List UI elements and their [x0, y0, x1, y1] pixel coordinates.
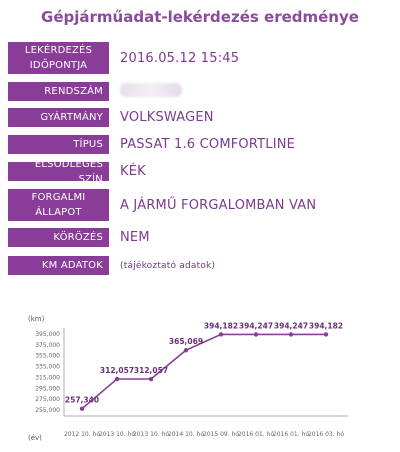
x-axis-label: (év)	[28, 434, 42, 442]
data-point	[323, 332, 329, 337]
x-tick-label: 2016 03. hó	[308, 431, 344, 438]
value-plate-redacted	[120, 82, 182, 101]
page-title: Gépjárműadat-lekérdezés eredménye	[41, 8, 359, 26]
label-query-time: LEKÉRDEZÉS IDŐPONTJA	[8, 42, 109, 74]
label-type: TÍPUS	[8, 135, 109, 154]
y-tick-label: 375,000	[35, 342, 60, 349]
y-tick-label: 395,000	[35, 331, 60, 338]
y-tick-label: 315,000	[35, 374, 60, 381]
label-km-data: KM ADATOK	[8, 256, 109, 275]
data-label: 394,182	[204, 321, 238, 330]
x-tick-label: 2016 01. hó	[273, 431, 309, 438]
x-tick-label: 2014 10. hó	[168, 431, 204, 438]
row-make: GYÁRTMÁNY VOLKSWAGEN	[8, 108, 214, 127]
x-tick-label: 2013 10. hó	[133, 431, 169, 438]
label-plate: RENDSZÁM	[8, 82, 109, 101]
x-tick-label: 2013 10. hó	[99, 431, 135, 438]
x-tick-label: 2016 01. hó	[238, 431, 274, 438]
label-make: GYÁRTMÁNY	[8, 108, 109, 127]
y-tick-label: 255,000	[35, 407, 60, 414]
row-km-data: KM ADATOK (tájékoztató adatok)	[8, 256, 215, 275]
y-tick-label: 335,000	[35, 364, 60, 371]
value-wanted: NEM	[120, 230, 150, 245]
y-tick-label: 295,000	[35, 385, 60, 392]
data-label: 257,340	[65, 396, 99, 405]
y-tick-label: 355,000	[35, 353, 60, 360]
data-point	[79, 406, 85, 411]
km-chart: (km) (év) 395,000 375,000 355,000 335,000 31…	[28, 315, 348, 442]
data-label: 394,247	[239, 321, 273, 330]
value-traffic-status: A JÁRMŰ FORGALOMBAN VAN	[120, 197, 317, 213]
y-axis-label: (km)	[28, 315, 45, 323]
x-tick-label: 2012 10. hó	[64, 431, 100, 438]
value-km-note: (tájékoztató adatok)	[120, 260, 216, 271]
value-type: PASSAT 1.6 COMFORTLINE	[120, 137, 296, 152]
data-point	[148, 376, 154, 382]
value-make: VOLKSWAGEN	[120, 110, 214, 125]
value-color: KÉK	[120, 164, 146, 179]
row-plate: RENDSZÁM	[8, 82, 182, 101]
series-line	[81, 333, 326, 410]
row-traffic-status: FORGALMI ÁLLAPOT A JÁRMŰ FORGALOMBAN VAN	[8, 189, 316, 221]
data-label: 312,057	[100, 366, 134, 375]
x-tick-label: 2015 09. hó	[203, 431, 239, 438]
label-traffic-status: FORGALMI ÁLLAPOT	[8, 189, 109, 221]
row-type: TÍPUS PASSAT 1.6 COMFORTLINE	[8, 135, 295, 154]
data-label: 312,057	[134, 366, 168, 375]
data-point	[253, 332, 259, 337]
row-wanted: KÖRÖZÉS NEM	[8, 228, 150, 247]
label-wanted: KÖRÖZÉS	[8, 228, 109, 247]
value-query-time: 2016.05.12 15:45	[120, 50, 240, 66]
y-tick-label: 275,000	[35, 396, 60, 403]
data-point	[114, 376, 120, 382]
data-point	[218, 332, 224, 337]
label-color: ELSŐDLEGES SZÍN	[8, 159, 109, 185]
data-point	[288, 332, 294, 337]
data-label: 365,069	[169, 337, 203, 346]
row-color: ELSŐDLEGES SZÍN KÉK	[8, 159, 146, 185]
data-label: 394,247	[274, 321, 308, 330]
data-point	[183, 348, 189, 353]
data-label: 394,182	[309, 321, 343, 330]
row-query-time: LEKÉRDEZÉS IDŐPONTJA 2016.05.12 15:45	[8, 42, 239, 74]
